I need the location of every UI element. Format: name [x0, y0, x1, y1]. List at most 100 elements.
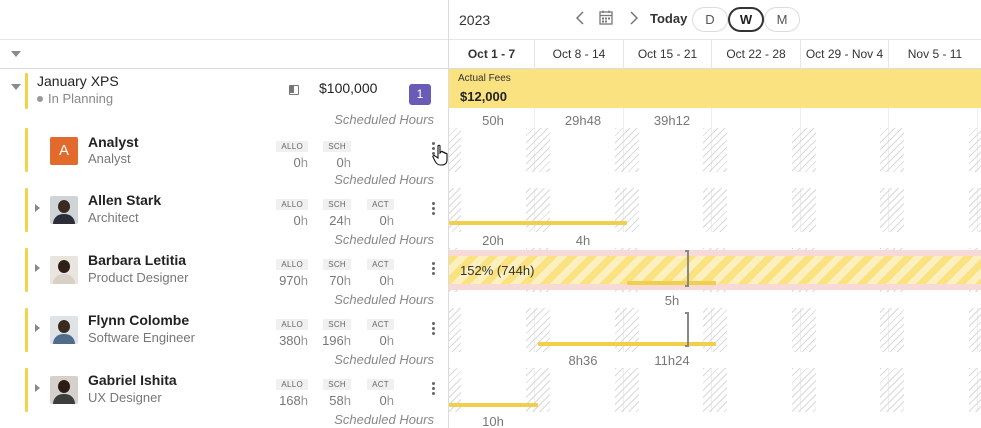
resource-row-barbara-letitia[interactable]: Barbara Letitia Product Designer ALLO 97…	[0, 248, 448, 308]
today-button[interactable]: Today	[650, 11, 688, 26]
kebab-menu-icon[interactable]	[432, 382, 436, 397]
scheduled-hours-label: Scheduled Hours	[334, 352, 434, 367]
scheduled-hours-label: Scheduled Hours	[334, 172, 434, 187]
scale-week-button[interactable]: W	[728, 7, 764, 32]
week-hours: 8h36	[568, 353, 598, 368]
project-budget: $100,000	[319, 80, 378, 96]
row-accent	[25, 308, 28, 352]
resource-row-analyst[interactable]: A Analyst Analyst ALLO 0h SCH 0h Schedul…	[0, 128, 448, 188]
avatar	[50, 376, 78, 404]
allocation-bar[interactable]	[627, 281, 716, 285]
chevron-left-icon[interactable]	[575, 11, 585, 25]
resource-panel: January XPS In Planning $100,000 1 Sched…	[0, 0, 449, 428]
panel-icon[interactable]	[289, 85, 299, 95]
range-bracket	[685, 250, 689, 287]
allo-stat: ALLO 0h	[275, 194, 308, 228]
fees-amount: $12,000	[460, 89, 507, 104]
resource-role: Software Engineer	[88, 330, 195, 345]
row-accent	[25, 368, 28, 412]
act-stat: ACT 0h	[362, 314, 394, 348]
overallocation-label: 152% (744h)	[460, 263, 535, 278]
kebab-menu-icon[interactable]	[432, 262, 436, 277]
scale-month-button[interactable]: M	[764, 7, 800, 32]
project-title[interactable]: January XPS	[37, 73, 119, 89]
week-column-header[interactable]: Nov 5 - 11	[888, 40, 981, 69]
chevron-right-icon[interactable]	[629, 11, 639, 25]
project-collapse-caret-icon[interactable]	[11, 84, 21, 90]
sch-stat: SCH 70h	[319, 254, 351, 288]
range-bracket	[685, 312, 689, 347]
resource-row-gabriel-ishita[interactable]: Gabriel Ishita UX Designer ALLO 168h SCH…	[0, 368, 448, 428]
timeline-grid[interactable]: Actual Fees $12,000 50h 29h48 39h12 20h …	[449, 69, 981, 428]
week-hours: 29h48	[564, 113, 602, 128]
week-hours: 5h	[664, 293, 680, 308]
sch-stat: SCH 58h	[319, 374, 351, 408]
resource-role: Product Designer	[88, 270, 189, 285]
sch-stat: SCH 0h	[319, 136, 351, 170]
project-status-text: In Planning	[48, 91, 114, 106]
week-hours: 39h12	[653, 113, 691, 128]
calendar-icon[interactable]	[599, 10, 613, 25]
avatar	[50, 316, 78, 344]
resource-name[interactable]: Gabriel Ishita	[88, 372, 177, 388]
expand-arrow-icon[interactable]	[35, 384, 40, 392]
resource-name[interactable]: Analyst	[88, 134, 139, 150]
member-count-badge: 1	[409, 84, 431, 105]
week-hours: 20h	[482, 233, 504, 248]
week-hours: 4h	[575, 233, 591, 248]
actual-fees-bar[interactable]: Actual Fees $12,000	[449, 69, 981, 108]
allo-stat: ALLO 380h	[275, 314, 308, 348]
fees-label: Actual Fees	[458, 73, 511, 84]
kebab-menu-icon[interactable]	[432, 322, 436, 337]
resource-name[interactable]: Barbara Letitia	[88, 252, 187, 268]
allocation-bar[interactable]	[538, 342, 716, 346]
expand-arrow-icon[interactable]	[35, 264, 40, 272]
week-header: Oct 1 - 7 Oct 8 - 14 Oct 15 - 21 Oct 22 …	[449, 40, 981, 69]
project-status: In Planning	[37, 91, 113, 106]
week-hours: 11h24	[654, 353, 690, 368]
project-row[interactable]: January XPS In Planning $100,000 1 Sched…	[0, 69, 448, 128]
week-column-header[interactable]: Oct 29 - Nov 4	[800, 40, 888, 69]
allo-stat: ALLO 970h	[275, 254, 308, 288]
week-column-header[interactable]: Oct 1 - 7	[467, 47, 516, 61]
resource-role: Architect	[88, 210, 139, 225]
kebab-menu-icon[interactable]	[432, 202, 436, 217]
week-column-header[interactable]: Oct 15 - 21	[623, 40, 711, 69]
week-hours: 10h	[482, 414, 504, 428]
resource-name[interactable]: Allen Stark	[88, 192, 162, 208]
sch-stat: SCH 24h	[319, 194, 351, 228]
allocation-bar[interactable]	[449, 221, 627, 225]
year-label: 2023	[459, 12, 491, 28]
scheduled-hours-label: Scheduled Hours	[334, 112, 434, 127]
hand-pointer-icon	[432, 144, 448, 166]
timeline-toolbar: 2023 Today D W M	[449, 0, 981, 40]
row-accent	[25, 248, 28, 292]
scheduled-hours-label: Scheduled Hours	[334, 232, 434, 247]
resource-row-allen-stark[interactable]: Allen Stark Architect ALLO 0h SCH 24h AC…	[0, 188, 448, 248]
collapse-all-caret-icon[interactable]	[11, 51, 21, 57]
expand-arrow-icon[interactable]	[35, 204, 40, 212]
sch-stat: SCH 196h	[322, 319, 351, 348]
avatar: A	[50, 137, 78, 165]
avatar	[50, 256, 78, 284]
timeline-panel: 2023 Today D W M Oct 1 - 7 Oct 8 - 14 Oc…	[449, 0, 981, 428]
left-header	[0, 0, 448, 40]
week-hours: 50h	[482, 113, 504, 128]
kebab-menu-icon[interactable]	[432, 142, 436, 157]
week-column-header[interactable]: Oct 22 - 28	[711, 40, 800, 69]
scale-day-button[interactable]: D	[692, 7, 728, 32]
left-subheader	[0, 40, 448, 69]
overallocation-bar[interactable]: 152% (744h)	[449, 250, 981, 290]
allocation-bar[interactable]	[449, 403, 538, 407]
expand-arrow-icon[interactable]	[35, 324, 40, 332]
act-stat: ACT 0h	[362, 254, 394, 288]
resource-row-flynn-colombe[interactable]: Flynn Colombe Software Engineer ALLO 380…	[0, 308, 448, 368]
scheduled-hours-label: Scheduled Hours	[334, 412, 434, 427]
resource-role: Analyst	[88, 151, 131, 166]
allo-stat: ALLO 168h	[275, 374, 308, 408]
week-column-header[interactable]: Oct 8 - 14	[534, 40, 623, 69]
resource-name[interactable]: Flynn Colombe	[88, 312, 190, 328]
avatar	[50, 196, 78, 224]
row-accent	[25, 188, 28, 232]
status-dot-icon	[37, 95, 43, 102]
